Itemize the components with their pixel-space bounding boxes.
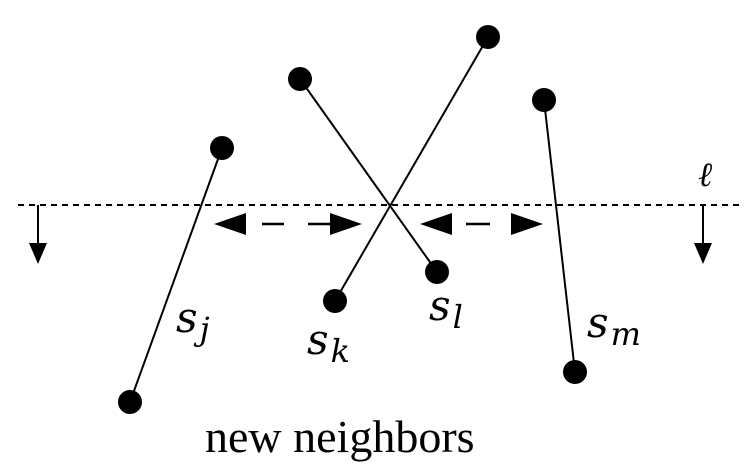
- segment-label-s-k: sk: [307, 315, 350, 370]
- sweep-line-label: ℓ: [698, 155, 712, 195]
- sweep-down-arrow-left: [29, 205, 47, 264]
- segment-s-l: [288, 67, 449, 284]
- segment-label-s-j: sj: [176, 293, 210, 348]
- segment-s-m: [532, 88, 587, 384]
- sweep-down-arrow-right: [694, 205, 712, 264]
- segment-s-j-upper-endpoint: [210, 136, 234, 160]
- segment-s-k-lower-endpoint: [323, 289, 347, 313]
- neighbor-arrow-right: [420, 213, 543, 235]
- segment-label-s-l: sl: [429, 281, 463, 336]
- caption: new neighbors: [205, 411, 475, 462]
- segment-s-l-upper-endpoint: [288, 67, 312, 91]
- segment-s-k-upper-endpoint: [476, 25, 500, 49]
- segment-s-k: [323, 25, 500, 313]
- segment-s-m-upper-endpoint: [532, 88, 556, 112]
- neighbor-arrow-left: [214, 213, 362, 235]
- segment-s-j-lower-endpoint: [118, 390, 142, 414]
- segment-label-s-m: sm: [587, 298, 641, 353]
- segment-s-m-lower-endpoint: [563, 360, 587, 384]
- segment-s-l-lower-endpoint: [425, 260, 449, 284]
- segment-s-j: [118, 136, 234, 414]
